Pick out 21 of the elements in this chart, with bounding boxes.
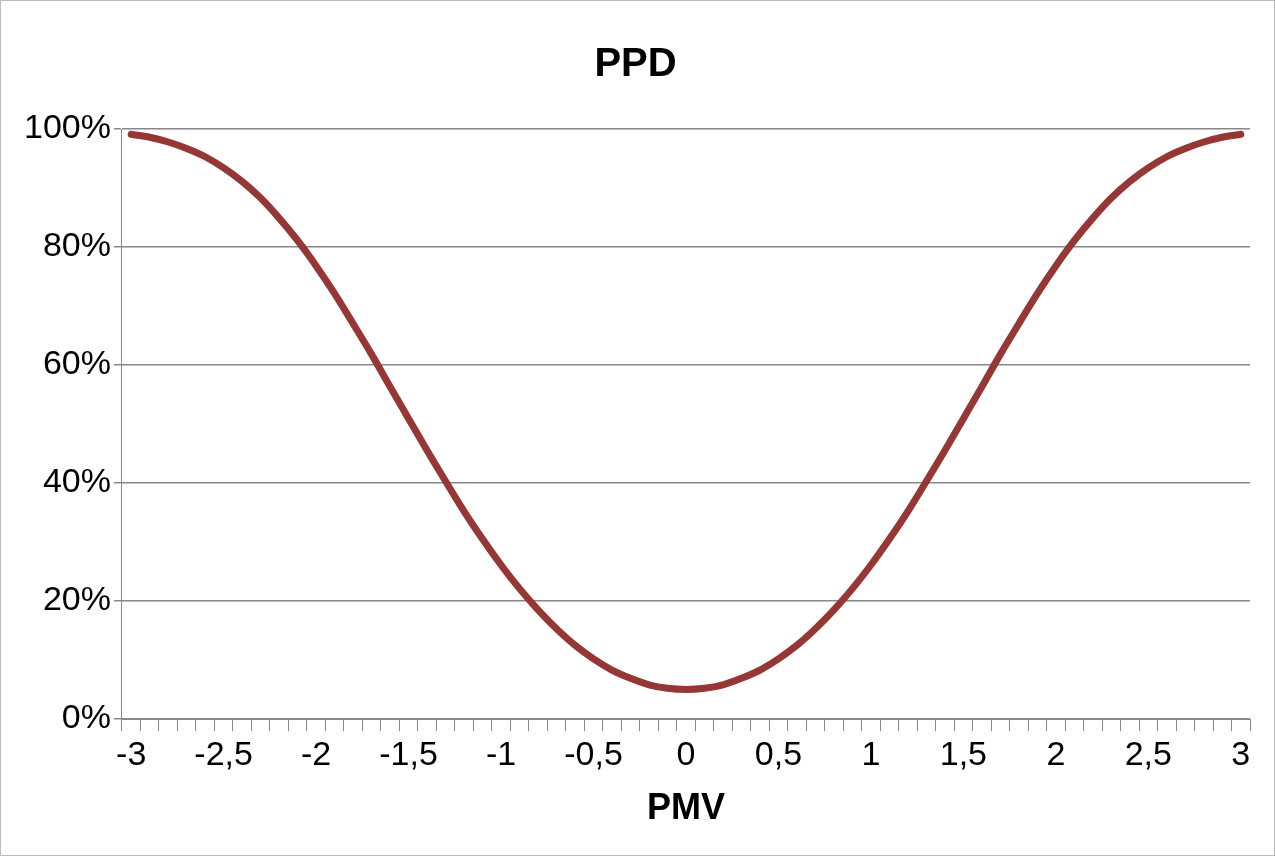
- y-tick-label: 20%: [42, 579, 111, 618]
- x-tick-label: 1,5: [939, 733, 987, 772]
- y-tick-label: 0%: [61, 697, 111, 736]
- x-tick-label: -2,5: [194, 733, 253, 772]
- x-tick-label: 0: [676, 733, 696, 772]
- y-tick-label: 60%: [42, 343, 111, 382]
- x-tick-label: 2,5: [1124, 733, 1172, 772]
- x-tick-label: -1: [485, 733, 517, 772]
- x-tick-label: 1: [861, 733, 881, 772]
- x-tick-label: 0,5: [754, 733, 803, 772]
- y-tick-label: 100%: [23, 107, 111, 146]
- x-axis-title: PMV: [646, 786, 725, 828]
- x-tick-label: 2: [1046, 733, 1066, 772]
- y-tick-label: 40%: [42, 461, 111, 500]
- x-tick-label: -0,5: [564, 733, 623, 772]
- x-tick-label: -1,5: [379, 733, 438, 772]
- chart-title: PPD: [594, 40, 677, 85]
- x-tick-label: -2: [301, 733, 332, 772]
- x-tick-label: -3: [116, 733, 147, 772]
- y-tick-label: 80%: [42, 225, 111, 264]
- x-tick-label: 3: [1231, 733, 1251, 772]
